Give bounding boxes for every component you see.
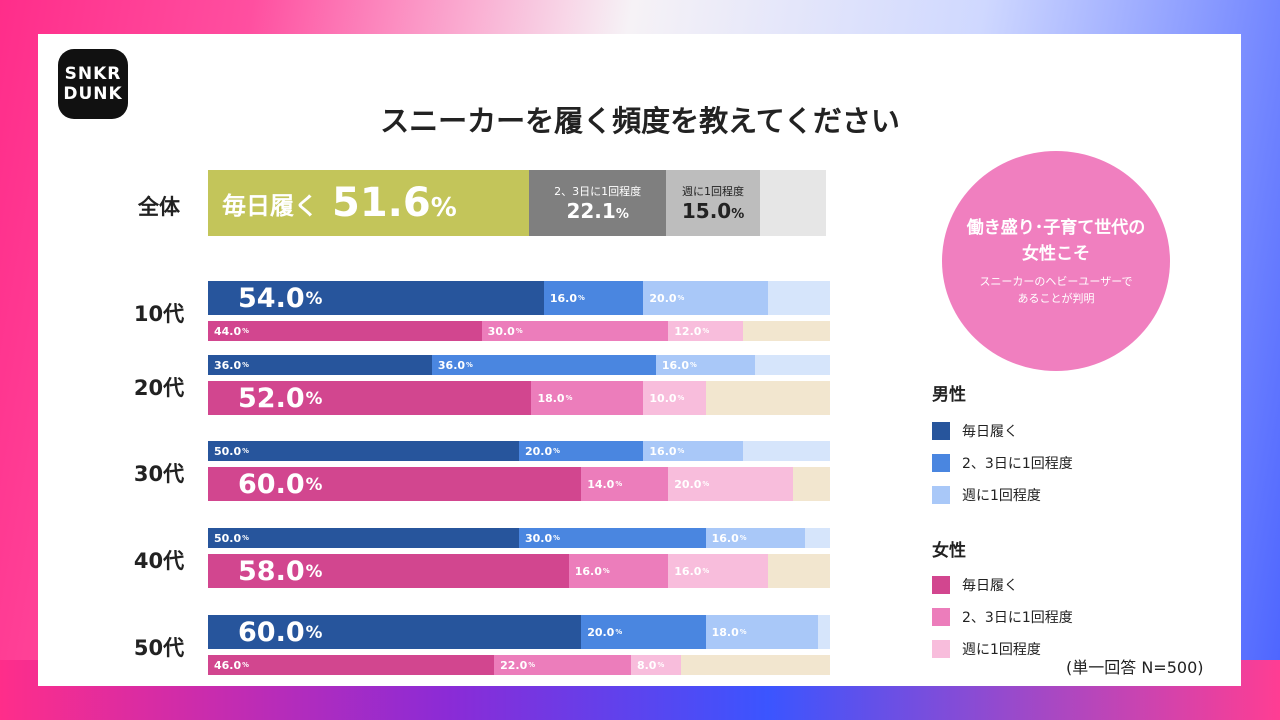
legend-female-2-3days: 2、3日に1回程度 — [932, 607, 1073, 627]
row-label-50代: 50代 — [133, 636, 185, 660]
bar-10代-female-2-3days: 30.0% — [481, 321, 669, 341]
legend-label: 毎日履く — [962, 578, 1018, 594]
bar-20代-female-remainder — [705, 381, 830, 415]
legend-label: 2、3日に1回程度 — [962, 610, 1073, 626]
total-daily-value: 51.6% — [332, 180, 457, 226]
row-label-30代: 30代 — [133, 462, 185, 486]
legend-swatch — [932, 608, 950, 626]
sample-note: (単一回答 N=500) — [1066, 658, 1204, 677]
bar-10代-female-weekly: 12.0% — [668, 321, 743, 341]
bar-40代-male-remainder — [805, 528, 830, 548]
bar-20代-female-daily: 52.0% — [208, 381, 532, 415]
logo-line2: DUNK — [63, 84, 123, 104]
total-weekly-value: 15.0% — [681, 199, 745, 223]
bar-50代-male-remainder — [817, 615, 830, 649]
bar-20代-male-2-3days: 36.0% — [431, 355, 656, 375]
bar-40代-male-weekly: 16.0% — [705, 528, 806, 548]
total-daily-label: 毎日履く — [222, 191, 318, 220]
bar-10代-female-daily: 44.0% — [208, 321, 482, 341]
legend-female-weekly: 週に1回程度 — [932, 639, 1041, 659]
bar-30代-male-daily: 50.0% — [208, 441, 519, 461]
legend-male-2-3days: 2、3日に1回程度 — [932, 453, 1073, 473]
bar-40代-female-weekly: 16.0% — [668, 554, 768, 588]
bar-50代-female-remainder — [680, 655, 830, 675]
callout-line3: スニーカーのヘビーユーザーで — [979, 275, 1133, 288]
bar-20代-male-daily: 36.0% — [208, 355, 432, 375]
row-label-20代: 20代 — [133, 376, 185, 400]
bar-50代-male-weekly: 18.0% — [705, 615, 818, 649]
bar-50代-male-daily: 60.0% — [208, 615, 582, 649]
legend-female-daily: 毎日履く — [932, 575, 1018, 595]
legend-male-title: 男性 — [932, 385, 966, 405]
total-2-3days-label: 2、3日に1回程度 — [554, 185, 642, 198]
callout-line2: 女性こそ — [1022, 244, 1090, 264]
callout-line4: あることが判明 — [1017, 292, 1095, 305]
legend-swatch — [932, 640, 950, 658]
bar-40代-male-2-3days: 30.0% — [519, 528, 706, 548]
bar-10代-male-weekly: 20.0% — [643, 281, 768, 315]
bar-20代-male-remainder — [755, 355, 830, 375]
bar-20代-male-weekly: 16.0% — [655, 355, 756, 375]
legend-male-daily: 毎日履く — [932, 421, 1018, 441]
bar-50代-female-2-3days: 22.0% — [494, 655, 631, 675]
bar-10代-male-daily: 54.0% — [208, 281, 544, 315]
total-bar-daily: 毎日履く 51.6% — [208, 170, 529, 236]
bar-10代-female-remainder — [742, 321, 830, 341]
legend-label: 毎日履く — [962, 424, 1018, 440]
chart-title: スニーカーを履く頻度を教えてください — [380, 104, 900, 138]
bar-20代-female-weekly: 10.0% — [643, 381, 706, 415]
bar-40代-male-daily: 50.0% — [208, 528, 519, 548]
bar-40代-female-remainder — [767, 554, 830, 588]
bar-30代-female-weekly: 20.0% — [668, 467, 793, 501]
bar-10代-male-remainder — [767, 281, 830, 315]
bar-10代-male-2-3days: 16.0% — [543, 281, 644, 315]
row-label-40代: 40代 — [133, 549, 185, 573]
legend-swatch — [932, 486, 950, 504]
legend-swatch — [932, 576, 950, 594]
total-bar-2-3days: 2、3日に1回程度 22.1% — [528, 170, 667, 236]
row-label-10代: 10代 — [133, 302, 185, 326]
bar-30代-male-weekly: 16.0% — [643, 441, 743, 461]
total-row-label: 全体 — [138, 195, 180, 219]
bar-40代-female-2-3days: 16.0% — [568, 554, 669, 588]
callout-circle: 働き盛り･子育て世代の 女性こそ スニーカーのヘビーユーザーで あることが判明 — [942, 151, 1170, 371]
bar-50代-female-weekly: 8.0% — [630, 655, 681, 675]
callout-line1: 働き盛り･子育て世代の — [966, 218, 1146, 238]
total-2-3days-value: 22.1% — [566, 199, 629, 223]
logo-line1: SNKR — [64, 64, 122, 84]
snkrdunk-logo: SNKR DUNK — [58, 49, 128, 119]
bar-30代-male-2-3days: 20.0% — [519, 441, 644, 461]
legend-label: 週に1回程度 — [962, 642, 1041, 658]
bar-50代-female-daily: 46.0% — [208, 655, 495, 675]
legend-male-weekly: 週に1回程度 — [932, 485, 1041, 505]
total-weekly-label: 週に1回程度 — [682, 185, 745, 198]
bar-30代-female-daily: 60.0% — [208, 467, 582, 501]
legend-label: 2、3日に1回程度 — [962, 456, 1073, 472]
bar-20代-female-2-3days: 18.0% — [531, 381, 644, 415]
total-bar-weekly: 週に1回程度 15.0% — [666, 170, 760, 236]
bar-30代-male-remainder — [742, 441, 830, 461]
bar-30代-female-2-3days: 14.0% — [581, 467, 669, 501]
bar-40代-female-daily: 58.0% — [208, 554, 569, 588]
bar-30代-female-remainder — [792, 467, 830, 501]
legend-female-title: 女性 — [932, 541, 966, 561]
legend-swatch — [932, 422, 950, 440]
legend-swatch — [932, 454, 950, 472]
legend-label: 週に1回程度 — [962, 488, 1041, 504]
total-bar-remainder — [759, 170, 826, 236]
bar-50代-male-2-3days: 20.0% — [581, 615, 706, 649]
